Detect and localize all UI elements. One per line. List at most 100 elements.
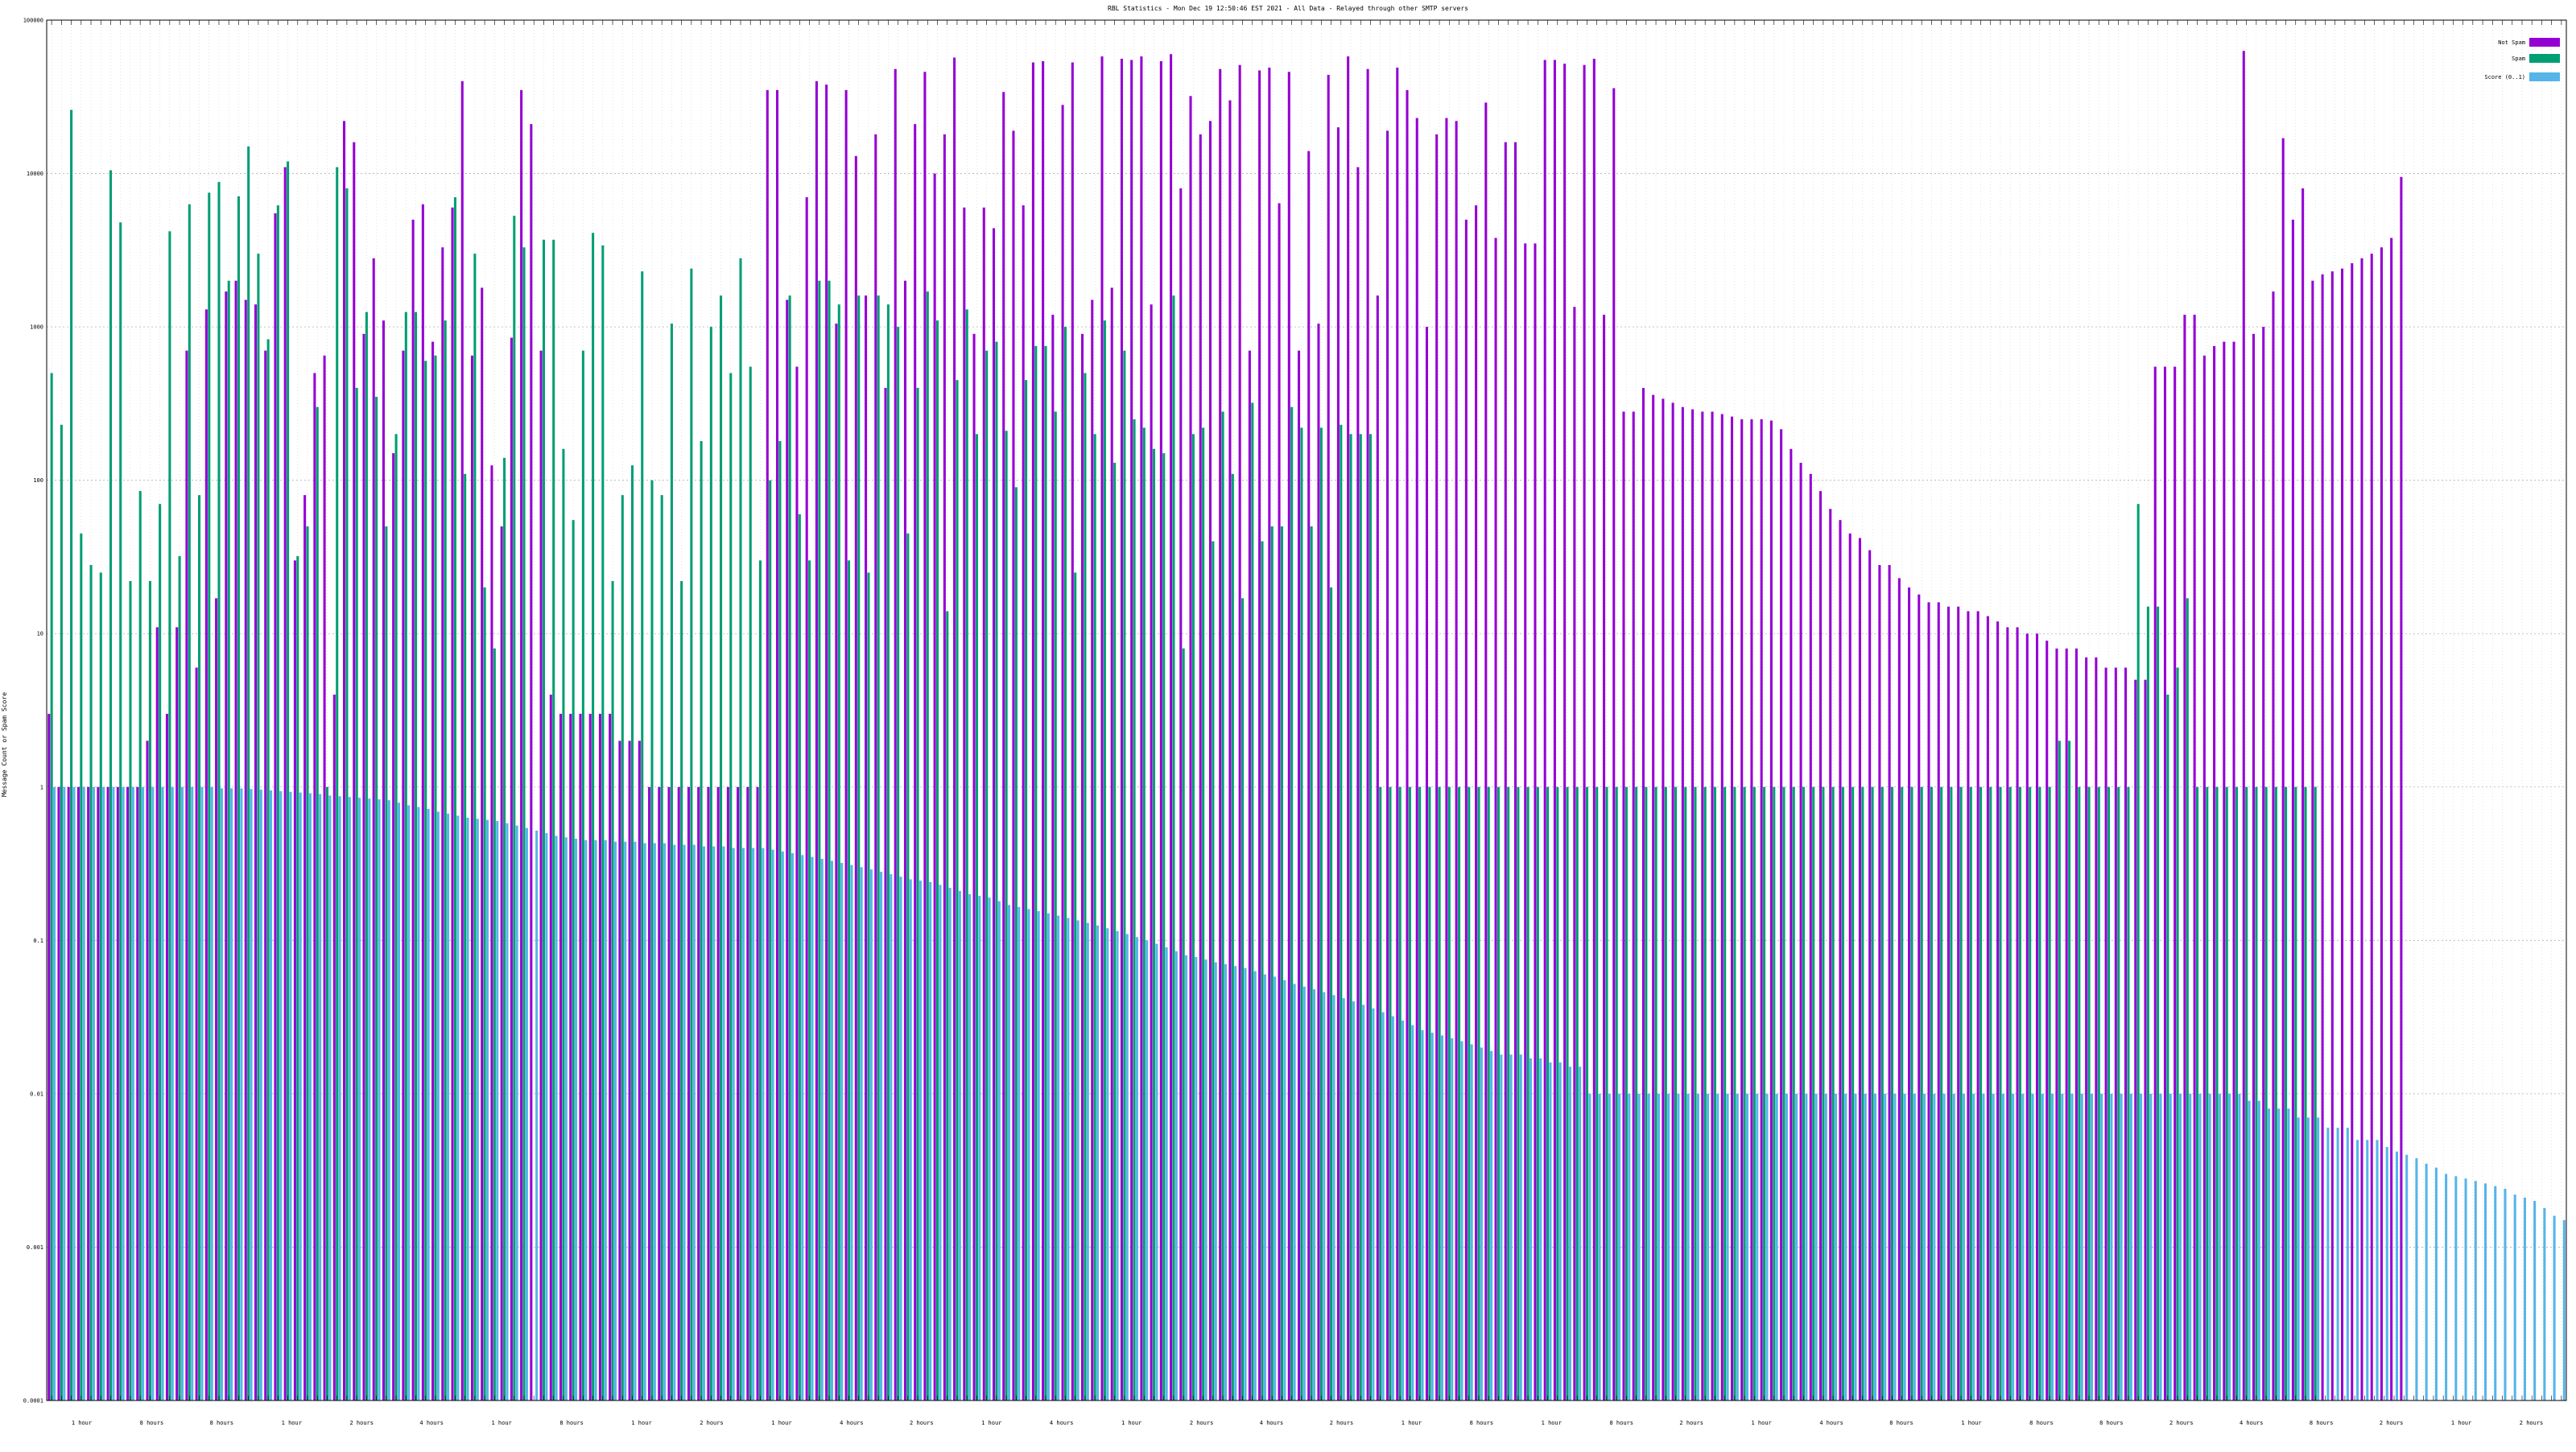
spam-bar — [148, 580, 151, 1400]
spam-bar — [680, 580, 683, 1400]
spam-bar — [2264, 786, 2268, 1400]
spam-bar — [2048, 786, 2051, 1400]
score-bar — [200, 786, 204, 1400]
not-spam-bar — [1219, 68, 1222, 1401]
spam-bar — [1418, 786, 1422, 1400]
score-bar — [2149, 1093, 2153, 1400]
not-spam-bar — [372, 258, 375, 1401]
score-bar — [899, 877, 902, 1400]
spam-bar — [650, 480, 654, 1400]
spam-bar — [2068, 740, 2071, 1400]
x-group-label: 2 hours — [349, 1420, 374, 1426]
not-spam-bar — [539, 350, 543, 1400]
not-spam-bar — [2252, 333, 2256, 1400]
spam-bar — [1005, 431, 1008, 1400]
spam-bar — [1733, 786, 1736, 1400]
spam-bar — [621, 495, 624, 1400]
spam-bar — [562, 448, 565, 1400]
spam-bar — [837, 304, 840, 1400]
score-bar — [1244, 967, 1247, 1400]
x-group-label: 2 hours — [910, 1420, 934, 1426]
not-spam-bar — [1603, 315, 1606, 1400]
not-spam-bar — [746, 786, 749, 1400]
spam-bar — [70, 109, 73, 1400]
spam-bar — [1861, 786, 1864, 1400]
score-bar — [2120, 1093, 2123, 1400]
not-spam-bar — [923, 72, 927, 1400]
x-group-label: 2 hours — [1679, 1420, 1703, 1426]
spam-bar — [1172, 295, 1175, 1401]
spam-bar — [375, 396, 378, 1401]
score-bar — [2405, 1154, 2409, 1400]
score-bar — [1274, 976, 1277, 1400]
score-bar — [2366, 1140, 2369, 1400]
x-group-label: 8 hours — [1889, 1420, 1913, 1426]
not-spam-bar — [766, 89, 769, 1400]
x-group-label: 1 hour — [1961, 1420, 1981, 1426]
not-spam-bar — [854, 155, 857, 1400]
score-bar — [830, 860, 833, 1400]
spam-bar — [808, 560, 811, 1400]
not-spam-bar — [1100, 56, 1104, 1401]
score-bar — [1440, 1035, 1444, 1400]
spam-bar — [739, 258, 742, 1401]
y-tick-label: 100 — [33, 477, 43, 484]
x-group-label: 8 hours — [2310, 1420, 2334, 1426]
not-spam-bar — [1455, 121, 1458, 1400]
chart-title: RBL Statistics - Mon Dec 19 12:50:46 EST… — [1108, 5, 1468, 12]
score-bar — [515, 825, 518, 1400]
spam-bar — [1340, 424, 1343, 1400]
not-spam-bar — [638, 740, 641, 1400]
score-bar — [2415, 1157, 2418, 1400]
not-spam-bar — [2272, 291, 2275, 1401]
not-spam-bar — [835, 324, 838, 1400]
not-spam-bar — [1622, 411, 1625, 1400]
spam-bar — [1507, 786, 1510, 1400]
not-spam-bar — [411, 219, 415, 1401]
legend-label-not-spam: Not Spam — [2498, 39, 2525, 46]
not-spam-bar — [1878, 565, 1881, 1400]
not-spam-bar — [1031, 62, 1034, 1400]
legend: Not Spam Spam Score (0..1) — [2484, 38, 2560, 81]
score-bar — [663, 843, 667, 1400]
score-bar — [1992, 1093, 1995, 1400]
not-spam-bar — [2065, 648, 2068, 1400]
spam-bar — [1398, 786, 1402, 1400]
spam-bar — [1664, 786, 1667, 1400]
spam-bar — [1359, 434, 1362, 1400]
not-spam-bar — [1711, 411, 1714, 1400]
spam-bar — [2235, 786, 2238, 1400]
not-spam-bar — [303, 495, 307, 1400]
spam-bar — [1349, 434, 1352, 1400]
score-bar — [1263, 974, 1266, 1400]
not-spam-bar — [1238, 64, 1241, 1401]
spam-bar — [1556, 786, 1559, 1400]
spam-bar — [257, 254, 260, 1400]
x-group-label: 4 hours — [840, 1420, 864, 1426]
not-spam-bar — [1908, 587, 1911, 1400]
x-group-label: 1 hour — [282, 1420, 302, 1426]
not-spam-bar — [1858, 538, 1861, 1400]
score-bar — [1460, 1041, 1463, 1400]
not-spam-bar — [204, 309, 208, 1400]
score-bar — [378, 799, 381, 1400]
spam-bar — [266, 339, 270, 1400]
not-spam-bar — [362, 333, 365, 1400]
not-spam-bar — [185, 350, 188, 1400]
spam-bar — [630, 465, 634, 1400]
spam-bar — [159, 504, 162, 1400]
score-bar — [1873, 1093, 1876, 1400]
y-tick-label: 10 — [37, 631, 43, 637]
not-spam-bar — [1366, 68, 1369, 1401]
score-bar — [338, 796, 341, 1400]
score-bar — [1451, 1037, 1454, 1400]
spam-bar — [138, 491, 142, 1401]
spam-bar — [552, 239, 555, 1400]
not-spam-bar — [1307, 151, 1311, 1400]
score-bar — [2533, 1201, 2537, 1400]
score-bar — [2395, 1151, 2398, 1400]
spam-bar — [2314, 786, 2317, 1400]
spam-bar — [1310, 526, 1313, 1401]
spam-bar — [2294, 786, 2297, 1400]
score-bar — [1618, 1093, 1621, 1400]
